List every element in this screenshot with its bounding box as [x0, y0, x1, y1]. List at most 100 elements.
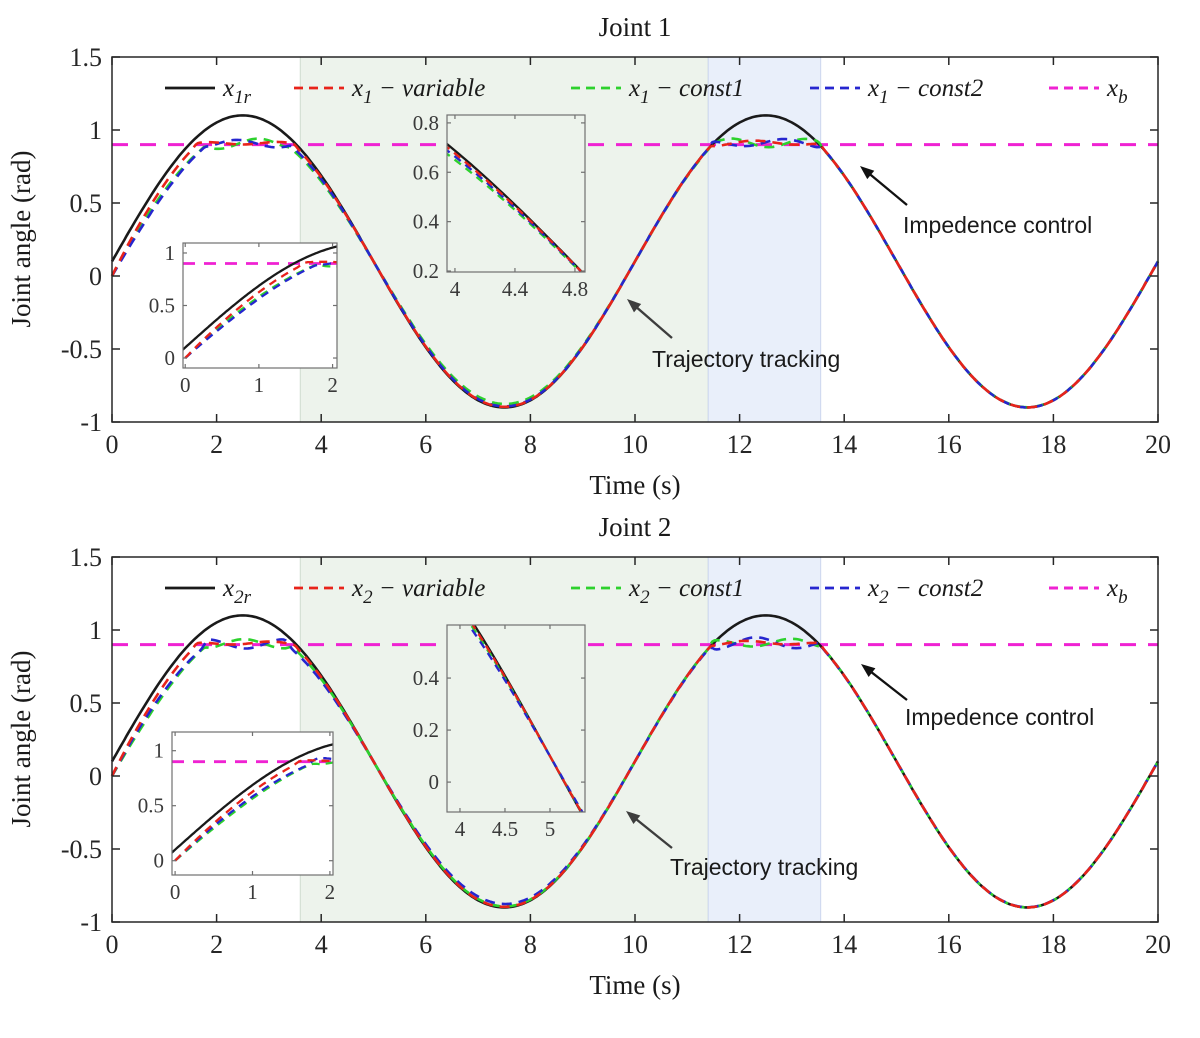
y-tick-label: 1.5: [70, 543, 103, 572]
series-curve-0: [110, 639, 1160, 909]
y-tick-label: 1: [89, 616, 102, 645]
x-tick-label: 14: [831, 430, 857, 459]
inset-curves: [447, 142, 584, 272]
impedance-control-annotation-arrow: [866, 171, 908, 206]
impedance-control-annotation-text: Impedence control: [903, 212, 1092, 238]
trajectory-tracking-annotation-text: Trajectory tracking: [652, 346, 840, 372]
legend-label: x2r: [222, 575, 252, 608]
x-tick-label: 16: [936, 430, 962, 459]
y-tick-label: -0.5: [61, 335, 102, 364]
inset-x-tick-label: 2: [327, 373, 338, 397]
impedance-control-annotation-arrow: [868, 669, 908, 701]
impedance-control-annotation-arrowhead: [861, 664, 876, 677]
x-tick-label: 20: [1145, 430, 1171, 459]
inset-x-tick-label: 0: [170, 880, 181, 904]
inset-y-tick-label: 0.4: [413, 666, 440, 690]
inset-descent-zoom: 4 4.5 5 0 0.2 0.4: [413, 624, 586, 841]
inset-x-tick-label: 5: [545, 817, 556, 841]
inset-descent-zoom: 4 4.4 4.8 0.2 0.4 0.6 0.8: [413, 111, 588, 301]
x-tick-label: 10: [622, 930, 648, 959]
y-tick-label: 0.5: [70, 189, 103, 218]
impedance-control-annotation-arrowhead: [860, 166, 875, 180]
x-tick-label: 12: [727, 430, 753, 459]
inset-y-tick-label: 0.2: [413, 259, 439, 283]
x-tick-label: 2: [210, 430, 223, 459]
inset-x-tick-label: 2: [325, 880, 336, 904]
x-tick-label: 18: [1040, 930, 1066, 959]
inset-x-tick-label: 0: [180, 373, 191, 397]
inset-background: [183, 243, 337, 368]
x-tick-label: 20: [1145, 930, 1171, 959]
legend-label: x2 − const2: [867, 575, 983, 608]
inset-series-curve-0: [471, 625, 583, 812]
x-tick-label: 0: [106, 930, 119, 959]
joint2-y-axis-label: Joint angle (rad): [6, 651, 36, 828]
inset-startup-zoom: 0 1 2 0 0.5 1: [149, 241, 338, 397]
y-tick-label: -0.5: [61, 835, 102, 864]
x-tick-label: 4: [315, 430, 328, 459]
series-curve-2: [110, 137, 1160, 409]
inset-curves: [172, 743, 333, 862]
inset-y-tick-label: 0.5: [138, 794, 164, 818]
y-tick-label: -1: [80, 408, 102, 437]
legend-label: xb: [1106, 575, 1128, 608]
x-tick-label: 6: [419, 430, 432, 459]
joint1-y-axis-label: Joint angle (rad): [6, 151, 36, 328]
x-tick-label: 18: [1040, 430, 1066, 459]
series-curve-0: [110, 139, 1160, 409]
inset-box: [446, 624, 586, 813]
x-tick-label: 2: [210, 930, 223, 959]
x-tick-label: 6: [419, 930, 432, 959]
inset-background: [447, 625, 585, 812]
y-tick-label: 1: [89, 116, 102, 145]
legend-label: x2 − const1: [628, 575, 744, 608]
inset-x-tick-label: 4.5: [492, 817, 518, 841]
series-curve-1: [110, 637, 1160, 909]
inset-y-tick-label: 1: [154, 739, 165, 763]
inset-y-tick-label: 1: [165, 241, 176, 265]
inset-series-curve-1: [184, 263, 337, 359]
inset-series-curve-0: [447, 145, 584, 272]
inset-series-curve-1: [174, 761, 333, 862]
legend-label: x2 − variable: [351, 575, 485, 608]
inset-y-tick-label: 0: [165, 346, 176, 370]
joint2-x-axis-label: Time (s): [589, 970, 680, 1000]
joint1-x-axis-label: Time (s): [589, 470, 680, 500]
inset-reference-curve: [172, 743, 333, 855]
inset-y-tick-label: 0: [429, 770, 440, 794]
y-tick-label: 0.5: [70, 689, 103, 718]
inset-x-tick-label: 4.8: [562, 277, 588, 301]
inset-y-tick-label: 0.8: [413, 111, 439, 135]
inset-x-tick-label: 1: [254, 373, 265, 397]
inset-series-curve-0: [174, 759, 333, 862]
x-tick-label: 8: [524, 430, 537, 459]
legend-label: xb: [1106, 75, 1128, 108]
inset-y-tick-label: 0.2: [413, 718, 439, 742]
x-tick-label: 4: [315, 930, 328, 959]
inset-y-tick-label: 0.5: [149, 294, 175, 318]
inset-x-tick-label: 4.4: [502, 277, 529, 301]
inset-box: [446, 114, 586, 273]
trajectory-tracking-annotation-arrow: [633, 816, 673, 849]
inset-y-tick-label: 0: [154, 849, 165, 873]
y-tick-label: 1.5: [70, 43, 103, 72]
trajectory-tracking-annotation-text: Trajectory tracking: [670, 854, 858, 880]
x-tick-label: 12: [727, 930, 753, 959]
inset-y-tick-label: 0.6: [413, 160, 439, 184]
joint1-title: Joint 1: [599, 12, 672, 42]
legend-label: x1 − const1: [628, 75, 744, 108]
inset-x-tick-label: 1: [247, 880, 258, 904]
impedance-control-region: [708, 557, 821, 922]
inset-curves: [467, 625, 584, 812]
x-tick-label: 14: [831, 930, 857, 959]
trajectory-tracking-annotation-arrowhead: [626, 811, 641, 825]
x-tick-label: 10: [622, 430, 648, 459]
impedance-control-region: [708, 57, 821, 422]
legend-label: x1 − variable: [351, 75, 485, 108]
trajectory-tracking-annotation-arrowhead: [627, 299, 642, 313]
inset-x-tick-label: 4: [450, 277, 461, 301]
